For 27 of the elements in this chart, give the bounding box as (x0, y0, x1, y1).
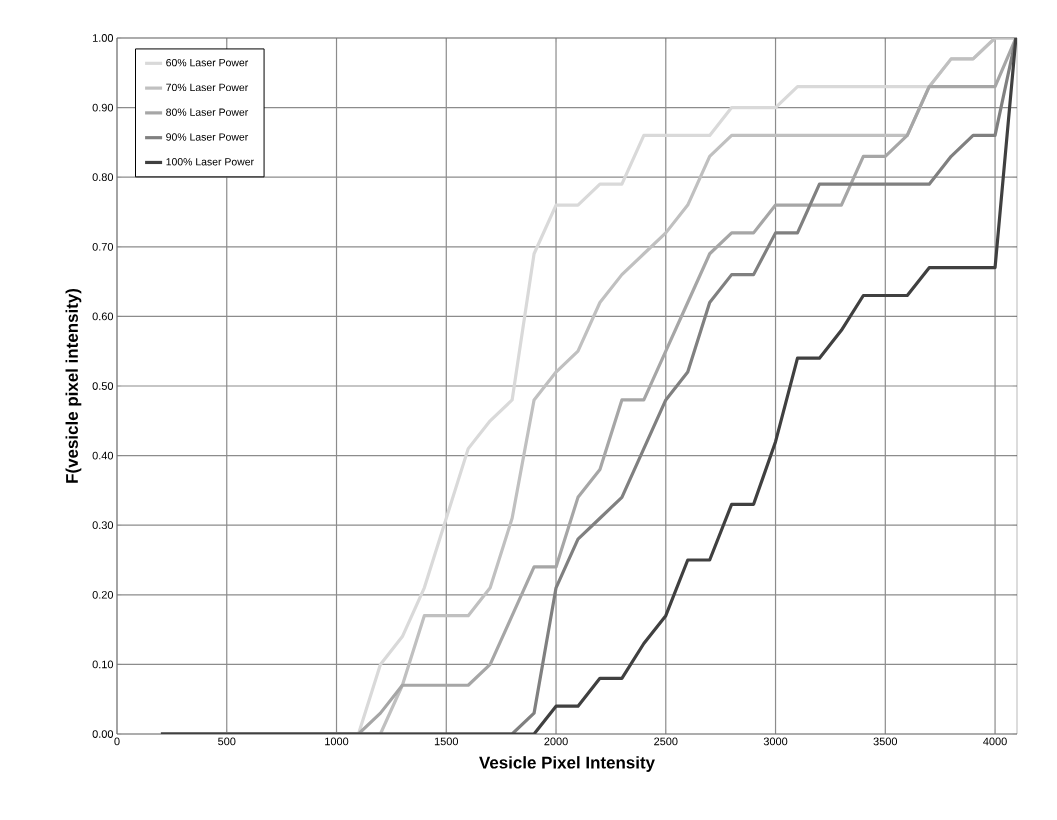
y-tick-label: 0.40 (92, 451, 114, 460)
x-tick-label: 3500 (873, 737, 898, 746)
y-tick-label: 0.20 (92, 590, 114, 599)
x-tick-label: 4000 (983, 737, 1007, 746)
y-tick-label: 0.50 (92, 382, 114, 390)
y-tick-label: 0.80 (92, 173, 114, 182)
y-axis-title: F(vesicle pixel intensity) (65, 288, 82, 483)
y-tick-label: 0.10 (92, 660, 114, 669)
y-tick-label: 0.70 (92, 242, 114, 251)
x-axis-title: Vesicle Pixel Intensity (479, 756, 655, 772)
x-tick-label: 1000 (325, 737, 349, 746)
legend-label: 70% Laser Power (166, 83, 249, 92)
y-tick-label: 1.00 (92, 34, 114, 42)
x-tick-label: 500 (218, 737, 236, 746)
y-tick-label: 0.60 (92, 312, 114, 321)
legend-label: 100% Laser Power (166, 158, 254, 166)
x-tick-label: 1500 (434, 737, 459, 746)
x-tick-label: 2500 (654, 737, 678, 746)
y-tick-label: 0.00 (92, 730, 114, 738)
legend-label: 80% Laser Power (166, 108, 249, 116)
legend-label: 90% Laser Power (166, 133, 249, 141)
x-tick-label: 2000 (544, 737, 568, 746)
x-tick-label: 0 (114, 737, 120, 746)
legend-label: 60% Laser Power (166, 58, 249, 67)
y-tick-label: 0.90 (92, 103, 114, 112)
x-tick-label: 3000 (763, 737, 788, 746)
y-tick-label: 0.30 (92, 521, 114, 530)
